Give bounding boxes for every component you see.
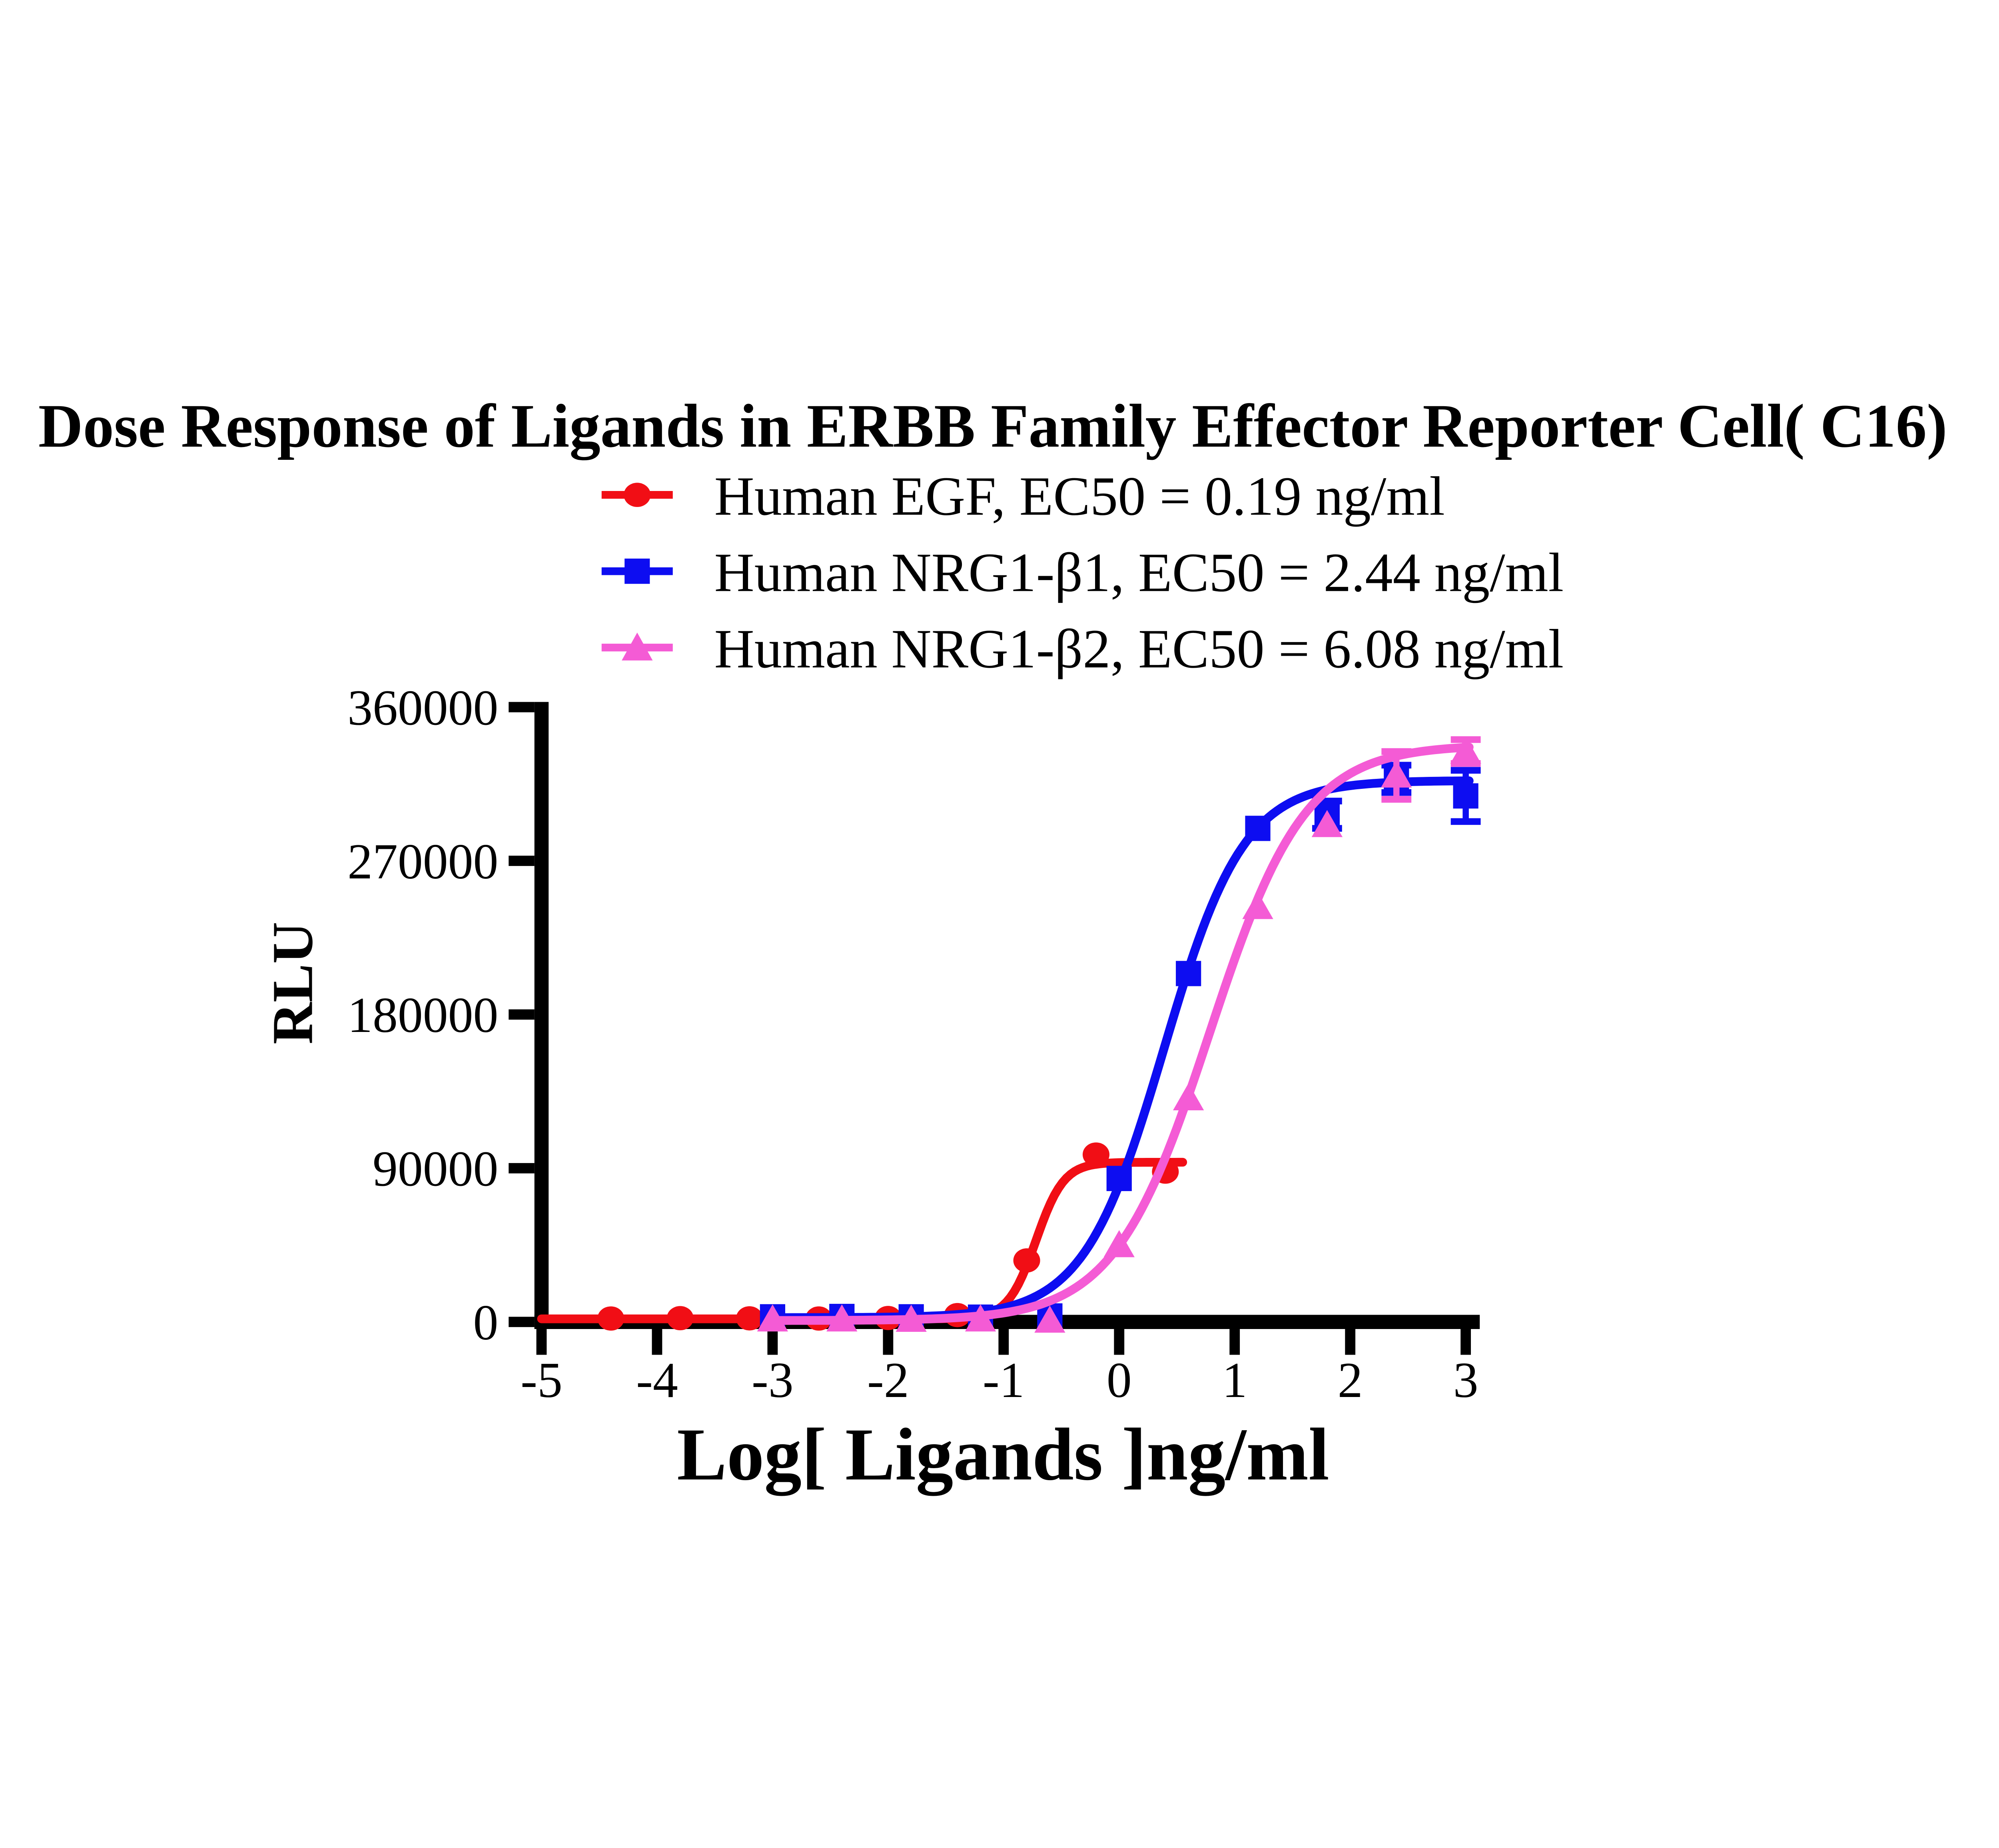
y-tick-label: 180000 <box>347 988 498 1043</box>
legend-item-nrg1b2: Human NRG1-β2, EC50 = 6.08 ng/ml <box>601 618 1564 679</box>
data-point-circle <box>736 1306 763 1331</box>
legend-item-egf: Human EGF, EC50 = 0.19 ng/ml <box>601 465 1445 527</box>
chart-title: Dose Response of Ligands in ERBB Family … <box>38 392 1947 460</box>
data-point-square <box>1245 816 1271 841</box>
legend: Human EGF, EC50 = 0.19 ng/ml Human NRG1-… <box>601 465 1564 679</box>
y-tick-label: 90000 <box>373 1142 498 1197</box>
data-point-triangle <box>1173 1083 1204 1111</box>
data-point-circle <box>666 1306 694 1331</box>
legend-label-nrg1b1: Human NRG1-β1, EC50 = 2.44 ng/ml <box>714 541 1564 603</box>
legend-triangle-marker-icon <box>622 633 653 661</box>
legend-label-egf: Human EGF, EC50 = 0.19 ng/ml <box>714 465 1445 527</box>
data-point-circle <box>597 1306 624 1331</box>
x-tick-label: -5 <box>521 1353 563 1408</box>
legend-item-nrg1b1: Human NRG1-β1, EC50 = 2.44 ng/ml <box>601 541 1564 603</box>
data-point-triangle <box>826 1304 858 1332</box>
data-point-triangle <box>965 1304 996 1332</box>
data-point-triangle <box>757 1304 788 1332</box>
data-point-circle <box>1082 1142 1110 1167</box>
data-point-triangle <box>1311 810 1343 837</box>
x-axis-title: Log[ Ligands ]ng/ml <box>677 1413 1329 1496</box>
y-tick-label: 0 <box>473 1295 499 1351</box>
x-tick-label: 0 <box>1107 1353 1132 1408</box>
y-axis-title: RLU <box>261 922 325 1044</box>
data-point-circle <box>1013 1248 1040 1273</box>
legend-circle-marker-icon <box>624 483 651 507</box>
legend-square-marker-icon <box>624 559 650 584</box>
data-point-triangle <box>1034 1305 1065 1333</box>
x-tick-label: 3 <box>1453 1353 1478 1408</box>
data-point-square <box>1453 783 1478 809</box>
data-point-triangle <box>896 1305 927 1332</box>
data-point-triangle <box>1242 892 1273 919</box>
axes: -5 -4 -3 -2 -1 0 1 2 3 0 90000 180000 270000 360000 <box>347 680 1480 1408</box>
legend-label-nrg1b2: Human NRG1-β2, EC50 = 6.08 ng/ml <box>714 618 1564 679</box>
y-tick-label: 270000 <box>347 834 498 890</box>
data-series <box>537 736 1481 1333</box>
data-point-triangle <box>1103 1230 1135 1257</box>
series-2 <box>757 736 1481 1333</box>
x-tick-label: 1 <box>1222 1353 1247 1408</box>
x-tick-label: -2 <box>867 1353 909 1408</box>
x-tick-label: -4 <box>636 1353 678 1408</box>
data-point-triangle <box>1450 736 1481 764</box>
data-point-square <box>1106 1165 1132 1191</box>
x-tick-label: 2 <box>1338 1353 1363 1408</box>
data-point-square <box>1176 961 1201 986</box>
x-tick-label: -3 <box>752 1353 794 1408</box>
x-tick-label: -1 <box>983 1353 1025 1408</box>
y-tick-label: 360000 <box>347 680 498 736</box>
data-point-triangle <box>1381 760 1412 788</box>
